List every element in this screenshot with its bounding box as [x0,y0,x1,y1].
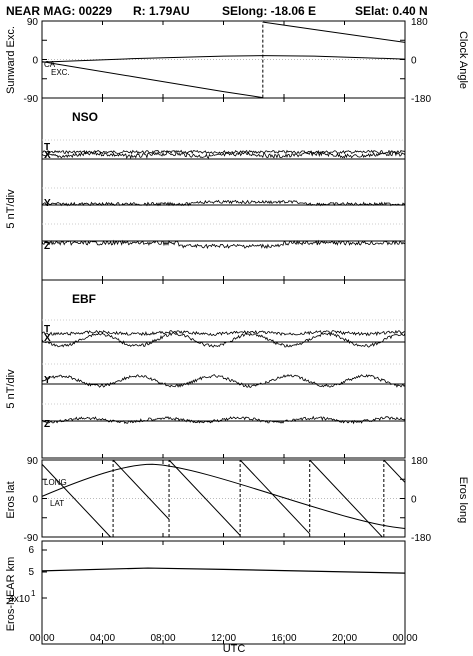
ylabel-ebf: 5 nT/div [5,369,17,409]
p4-right-tick-label: -180 [411,533,431,544]
p4-left-tick-label: 0 [32,495,38,506]
x-tick-label: 12:00 [211,633,236,644]
trace-ebf-z [41,415,406,425]
p5-ytick-4: 4x10 [8,594,30,605]
x-tick-label: 08:00 [150,633,175,644]
p1-left-tick-label: -90 [24,94,39,105]
eros-long-segment [41,463,111,538]
p4-left-tick-label: 90 [27,456,39,467]
trace-nso-t [41,149,406,155]
component-label-t: T [44,142,50,153]
ylabel-eros-long: Eros long [457,477,469,523]
eros-near-distance-line [41,567,406,574]
eros-lat-line [41,463,406,529]
p1-right-tick-label: 180 [411,17,428,28]
eros-long-segment [383,459,406,483]
eros-long-segment [309,459,383,538]
x-tick-label: 00:00 [392,633,417,644]
x-tick-label: 04:00 [90,633,115,644]
panel-sunward-clock: 90 0 -90 180 0 -180 CA EXC. Sunward Exc. Clo… [5,17,469,105]
p4-left-tick-label: -90 [24,533,39,544]
x-axis: 00:00 04:00 08:00 12:00 16:00 20:00 00:00 [29,21,418,644]
component-label-z: Z [44,419,50,430]
p4-right-tick-label: 0 [411,495,417,506]
panel-ebf: EBF TX Y Z 5 nT/div [5,279,406,459]
trace-nso-y [41,199,406,207]
component-label-y: Y [44,198,51,209]
x-tick-label: 00:00 [29,633,54,644]
ylabel-eros-near: Eros-NEAR km [5,557,17,632]
panel-5-frame [41,540,406,645]
annotation-exc: EXC. [51,68,70,77]
trace-ebf-y [41,373,406,388]
component-label-y: Y [44,375,51,386]
p4-right-tick-label: 180 [411,456,428,467]
x-tick-label: 20:00 [332,633,357,644]
p5-ytick-6: 6 [28,545,34,556]
trace-nso-z [41,239,406,250]
title-mission: NEAR MAG: 00229 [6,4,112,18]
x-tick-label: 16:00 [271,633,296,644]
p5-ytick-5: 5 [28,567,34,578]
component-label-x: X [44,150,51,161]
title-selong: SElong: -18.06 E [222,4,316,18]
ylabel-nso: 5 nT/div [5,189,17,229]
panel-label-ebf: EBF [72,292,96,306]
ylabel-clock: Clock Angle [457,31,469,89]
p1-left-tick-label: 0 [32,56,38,67]
ylabel-eros-lat: Eros lat [5,481,17,518]
panel-3-frame [41,279,406,459]
eros-long-segment [112,459,170,520]
component-label-x: X [44,333,51,344]
p1-right-tick-label: -180 [411,94,431,105]
trace-nso-x [41,150,406,160]
clock-angle-line [41,21,406,99]
trace-ebf-x [41,332,406,348]
annotation-long: LONG [44,478,67,487]
component-label-z: Z [44,241,50,252]
title-range: R: 1.79AU [133,4,190,18]
x-axis-label: UTC [223,643,246,655]
p5-ytick-exp: 1 [31,589,36,598]
eros-long-segment [168,459,241,536]
panel-2-frame [41,97,406,281]
ylabel-sunward: Sunward Exc. [5,26,17,94]
trace-ebf-t [41,329,406,337]
panel-label-nso: NSO [72,110,98,124]
title-selat: SElat: 0.40 N [355,4,428,18]
panel-eros-position: 90 0 -90 180 0 -180 LONG LAT Eros lat Eros l… [5,456,469,544]
annotation-ca: CA [44,60,56,69]
annotation-lat: LAT [50,499,64,508]
eros-long-segment [239,459,311,535]
p1-left-tick-label: 90 [27,17,39,28]
p1-right-tick-label: 0 [411,56,417,67]
panel-nso: NSO TX Y Z 5 nT/div [5,97,406,281]
component-label-t: T [44,324,50,335]
sunward-exc-line [41,55,406,63]
panel-eros-near-distance: 6 5 4x10 1 Eros-NEAR km [5,540,406,645]
